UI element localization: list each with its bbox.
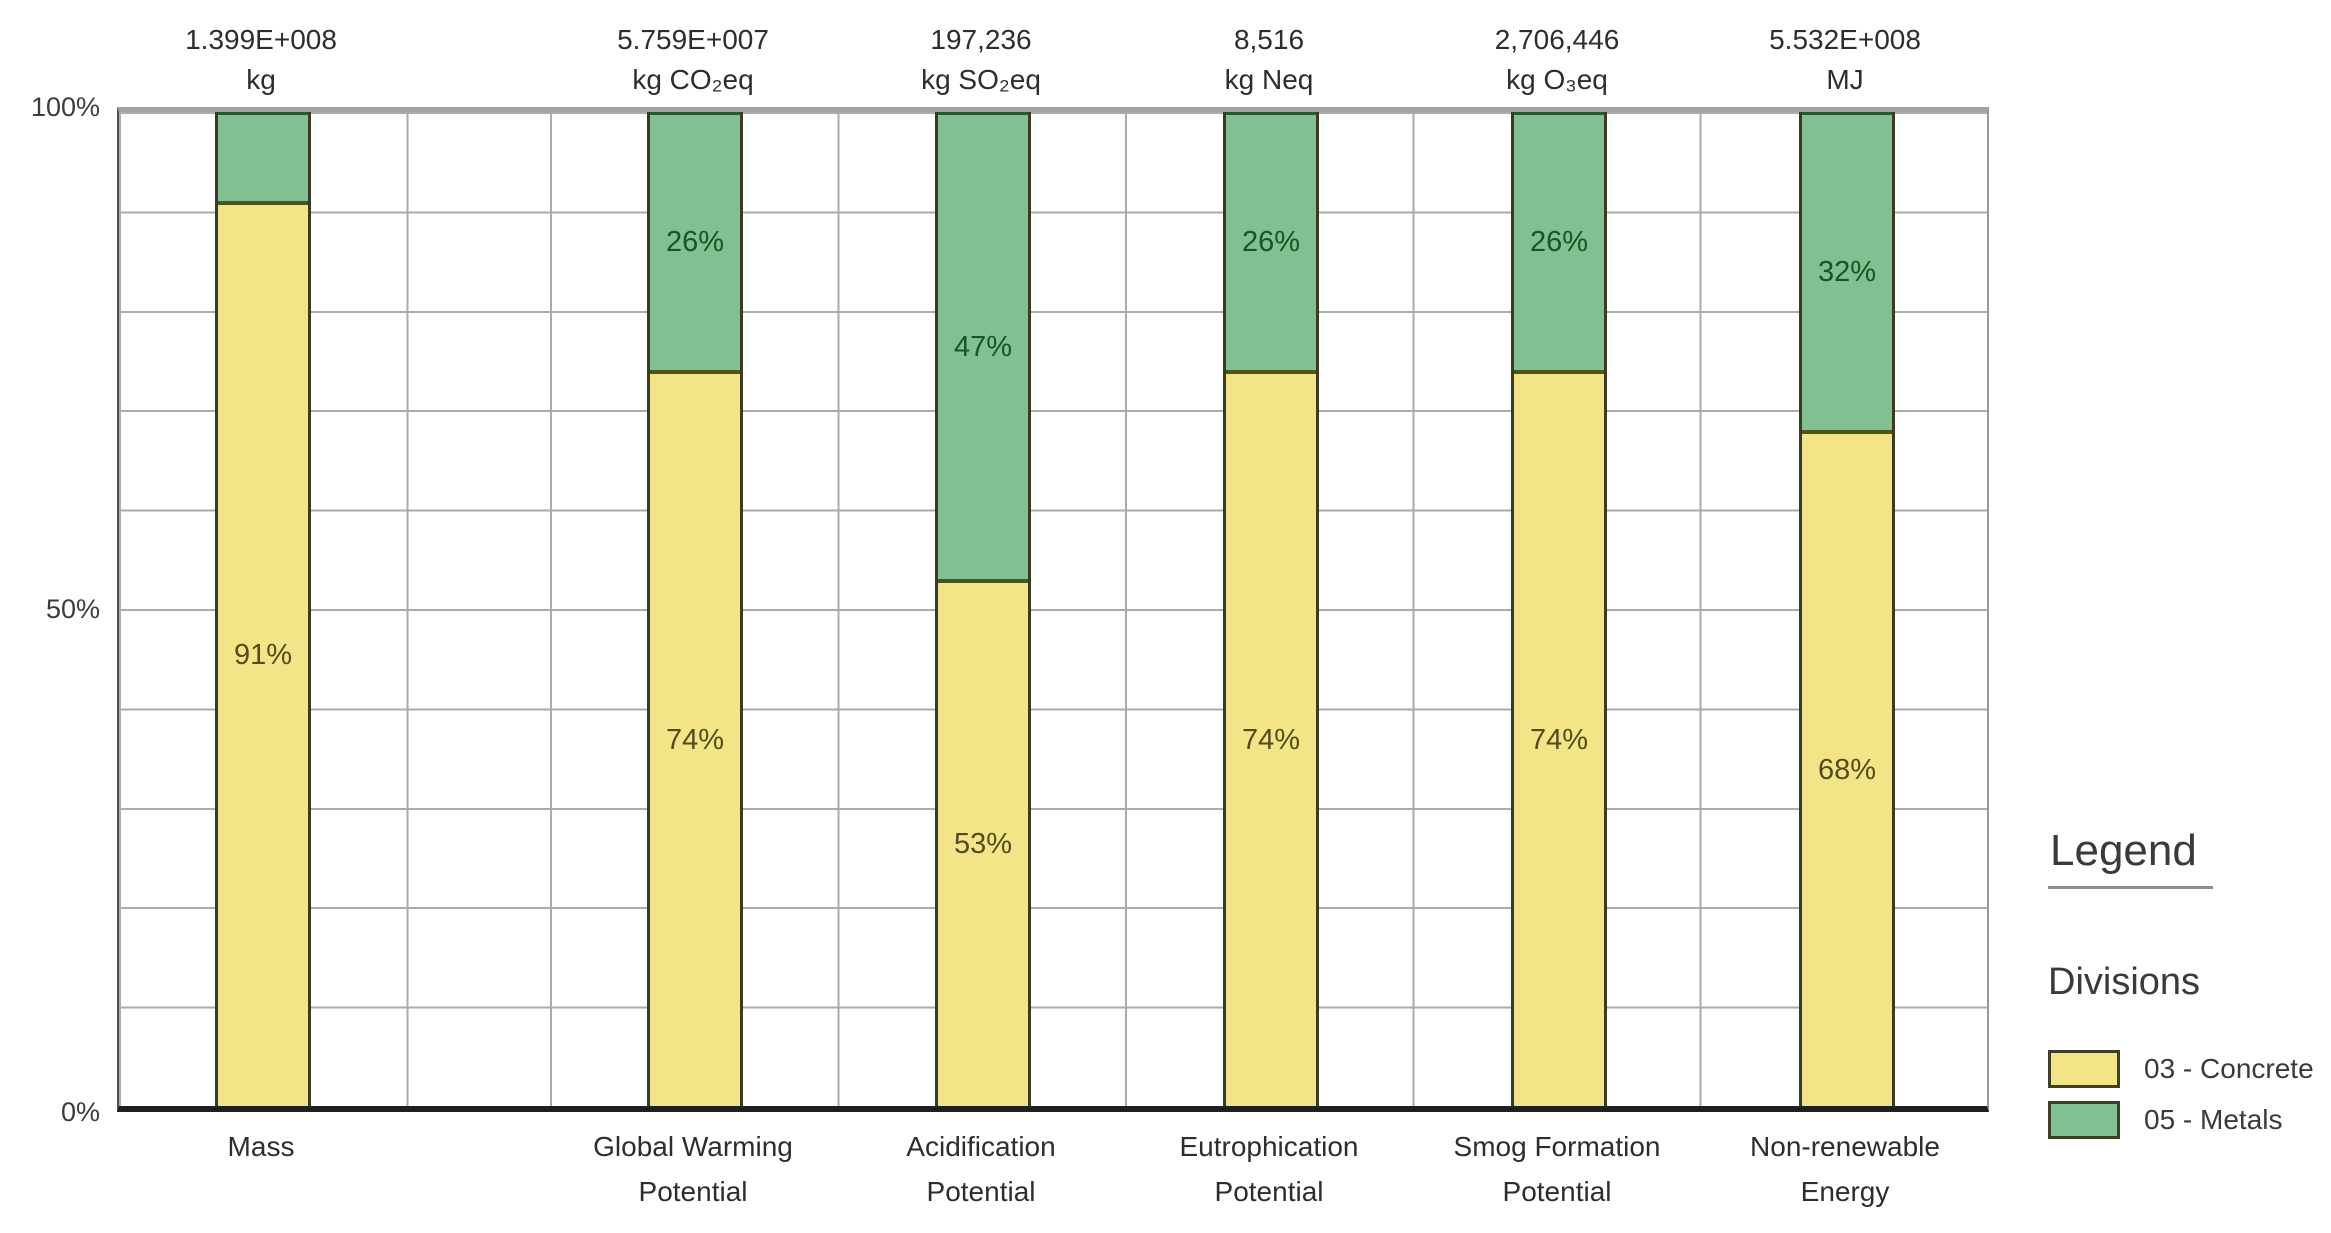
x-axis-label-line: Energy (1800, 1176, 1890, 1207)
x-axis-label-eutrophication-potential: Eutrophication Potential (1069, 1124, 1469, 1214)
bar-global-warming-potential: 26% 74% (647, 112, 743, 1106)
bar-mass: 91% (215, 112, 311, 1106)
bar-non-renewable-energy: 32% 68% (1799, 112, 1895, 1106)
segment-label-metals: 47% (953, 330, 1013, 363)
bar-total-unit-eutrophication-potential: kg Neq (1224, 64, 1314, 95)
bar-segment-metals: 26% (1514, 112, 1604, 371)
bar-total-unit-non-renewable-energy: MJ (1826, 64, 1864, 95)
legend-items: 03 - Concrete 05 - Metals (2048, 1050, 2331, 1139)
legend-group-title: Divisions (2048, 961, 2201, 1003)
y-tick-100: 100% (30, 92, 100, 122)
x-axis-label-line: Acidification (906, 1131, 1056, 1162)
x-axis-label-line: Mass (227, 1131, 295, 1162)
x-axis-label-smog-formation-potential: Smog Formation Potential (1357, 1124, 1757, 1214)
x-axis-label-line: Smog Formation (1453, 1131, 1661, 1162)
bar-segment-metals: 32% (1802, 112, 1892, 431)
bar-segment-metals (218, 112, 308, 202)
y-tick-50: 50% (45, 594, 100, 624)
bar-segment-concrete: 74% (1514, 370, 1604, 1106)
bar-segment-metals: 47% (938, 112, 1028, 580)
x-axis-label-line: Potential (638, 1176, 748, 1207)
legend-item-label: 03 - Concrete (2144, 1053, 2314, 1084)
x-axis-label-line: Eutrophication (1179, 1131, 1359, 1162)
x-axis-label-global-warming-potential: Global Warming Potential (493, 1124, 893, 1214)
x-axis-label-line: Non-renewable (1750, 1131, 1940, 1162)
segment-label-concrete: 74% (1241, 723, 1301, 756)
segment-label-concrete: 91% (233, 639, 293, 672)
bar-total-value-acidification-potential: 197,236 (930, 24, 1032, 55)
bar-segment-concrete: 68% (1802, 430, 1892, 1106)
segment-label-metals: 26% (1529, 226, 1589, 259)
bar-segment-metals: 26% (650, 112, 740, 371)
x-axis-label-line: Potential (1502, 1176, 1612, 1207)
segment-label-metals: 26% (665, 226, 725, 259)
bar-eutrophication-potential: 26% 74% (1223, 112, 1319, 1106)
legend-item: 05 - Metals (2048, 1101, 2331, 1139)
segment-label-concrete: 74% (1529, 723, 1589, 756)
segment-label-concrete: 53% (953, 828, 1013, 861)
x-axis-label-non-renewable-energy: Non-renewable Energy (1645, 1124, 2045, 1214)
bar-total-value-smog-formation-potential: 2,706,446 (1494, 24, 1620, 55)
bar-segment-concrete: 91% (218, 201, 308, 1106)
legend-swatch (2048, 1050, 2120, 1088)
segment-label-concrete: 68% (1817, 753, 1877, 786)
legend-item-label: 05 - Metals (2144, 1104, 2283, 1135)
x-axis-label-line: Global Warming (593, 1131, 793, 1162)
bar-segment-metals: 26% (1226, 112, 1316, 371)
legend-swatch (2048, 1101, 2120, 1139)
x-axis-label-acidification-potential: Acidification Potential (781, 1124, 1181, 1214)
legend-item: 03 - Concrete (2048, 1050, 2331, 1088)
bar-total-unit-acidification-potential: kg SO₂eq (921, 64, 1041, 95)
x-axis-label-line: Potential (926, 1176, 1036, 1207)
y-tick-0: 0% (60, 1097, 100, 1127)
segment-label-concrete: 74% (665, 723, 725, 756)
segment-label-metals: 32% (1817, 256, 1877, 289)
legend-title: Legend (2048, 826, 2213, 889)
bar-segment-concrete: 74% (1226, 370, 1316, 1106)
bar-acidification-potential: 47% 53% (935, 112, 1031, 1106)
bar-total-value-global-warming-potential: 5.759E+007 (617, 24, 769, 55)
bar-total-value-non-renewable-energy: 5.532E+008 (1769, 24, 1921, 55)
bar-segment-concrete: 74% (650, 370, 740, 1106)
bar-total-value-eutrophication-potential: 8,516 (1233, 24, 1305, 55)
plot-area: 91% 26% 74% 47% 53% 26% 74% 26% 74% 32% 68% (117, 107, 1989, 1112)
bar-smog-formation-potential: 26% 74% (1511, 112, 1607, 1106)
x-axis-label-mass: Mass (61, 1124, 461, 1169)
legend: Legend Divisions 03 - Concrete 05 - Metal… (2040, 826, 2331, 1152)
segment-label-metals: 26% (1241, 226, 1301, 259)
bar-total-value-mass: 1.399E+008 (185, 24, 337, 55)
bar-total-unit-global-warming-potential: kg CO₂eq (632, 64, 754, 95)
bar-segment-concrete: 53% (938, 579, 1028, 1106)
bar-total-unit-mass: kg (246, 64, 276, 95)
x-axis-label-line: Potential (1214, 1176, 1324, 1207)
bar-total-unit-smog-formation-potential: kg O₃eq (1506, 64, 1608, 95)
